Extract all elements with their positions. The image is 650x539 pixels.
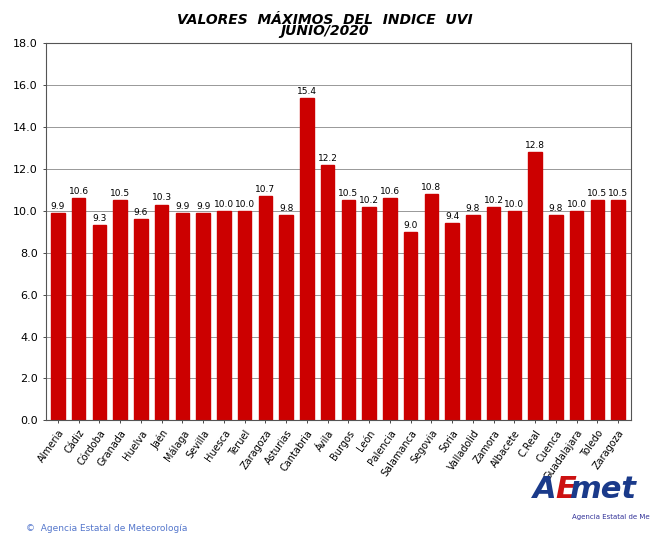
Text: 10.0: 10.0 — [235, 200, 255, 209]
Text: 10.5: 10.5 — [338, 189, 358, 198]
Text: 9.9: 9.9 — [176, 202, 190, 211]
Text: 9.8: 9.8 — [465, 204, 480, 213]
Bar — [383, 198, 396, 420]
Text: 9.3: 9.3 — [92, 215, 107, 223]
Bar — [549, 215, 562, 420]
Text: 10.0: 10.0 — [214, 200, 234, 209]
Bar — [51, 213, 65, 420]
Text: 9.8: 9.8 — [279, 204, 293, 213]
Text: A: A — [533, 475, 556, 504]
Text: 10.3: 10.3 — [151, 194, 172, 203]
Text: 9.8: 9.8 — [549, 204, 563, 213]
Text: 9.9: 9.9 — [51, 202, 65, 211]
Bar — [487, 206, 501, 420]
Bar — [570, 211, 583, 420]
Bar — [196, 213, 210, 420]
Bar — [528, 152, 542, 420]
Text: 10.7: 10.7 — [255, 185, 276, 194]
Text: E: E — [556, 475, 577, 504]
Text: 10.0: 10.0 — [504, 200, 525, 209]
Text: Agencia Estatal de Meteorología: Agencia Estatal de Meteorología — [572, 514, 650, 520]
Bar — [321, 165, 334, 420]
Bar — [238, 211, 252, 420]
Text: ©  Agencia Estatal de Meteorología: © Agencia Estatal de Meteorología — [26, 523, 187, 533]
Bar — [445, 223, 459, 420]
Bar — [508, 211, 521, 420]
Bar — [300, 98, 313, 420]
Text: 12.2: 12.2 — [318, 154, 337, 163]
Text: met: met — [569, 475, 636, 504]
Bar — [611, 201, 625, 420]
Text: 10.6: 10.6 — [380, 187, 400, 196]
Bar — [466, 215, 480, 420]
Text: 10.5: 10.5 — [608, 189, 628, 198]
Bar — [424, 194, 438, 420]
Text: 12.8: 12.8 — [525, 141, 545, 150]
Text: JUNIO/2020: JUNIO/2020 — [281, 24, 369, 38]
Bar — [134, 219, 148, 420]
Bar — [72, 198, 85, 420]
Text: 9.0: 9.0 — [404, 220, 418, 230]
Text: 9.9: 9.9 — [196, 202, 211, 211]
Text: VALORES  MÁXIMOS  DEL  INDICE  UVI: VALORES MÁXIMOS DEL INDICE UVI — [177, 13, 473, 27]
Text: 10.8: 10.8 — [421, 183, 441, 192]
Text: 10.2: 10.2 — [359, 196, 379, 204]
Bar — [259, 196, 272, 420]
Text: 10.2: 10.2 — [484, 196, 504, 204]
Text: 10.6: 10.6 — [69, 187, 89, 196]
Bar — [217, 211, 231, 420]
Text: 10.0: 10.0 — [567, 200, 587, 209]
Bar — [176, 213, 189, 420]
Bar — [280, 215, 293, 420]
Bar — [114, 201, 127, 420]
Text: 9.6: 9.6 — [134, 208, 148, 217]
Text: 9.4: 9.4 — [445, 212, 459, 222]
Text: 10.5: 10.5 — [587, 189, 607, 198]
Bar — [404, 232, 417, 420]
Text: 10.5: 10.5 — [110, 189, 130, 198]
Bar — [342, 201, 355, 420]
Bar — [363, 206, 376, 420]
Text: 15.4: 15.4 — [297, 87, 317, 95]
Bar — [155, 204, 168, 420]
Bar — [591, 201, 604, 420]
Bar — [93, 225, 106, 420]
